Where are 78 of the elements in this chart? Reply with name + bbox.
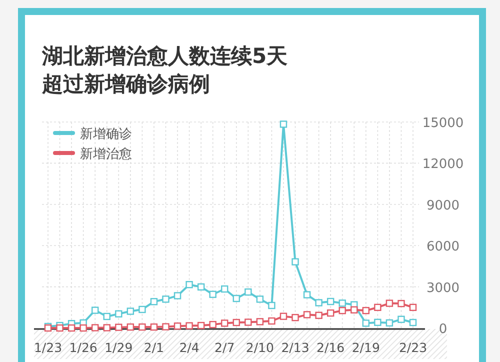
point [162, 296, 170, 303]
point [315, 312, 322, 319]
x-tick-label: 2/19 [352, 340, 380, 355]
y-tick-label: 12000 [422, 157, 464, 172]
point [186, 322, 193, 330]
point [56, 324, 64, 332]
point [244, 318, 252, 326]
x-tick-label: 2/4 [179, 340, 200, 355]
point [244, 288, 252, 296]
point [103, 312, 110, 320]
point [91, 324, 99, 332]
point [150, 323, 158, 331]
point [221, 320, 228, 327]
point [303, 311, 311, 318]
point [398, 316, 405, 323]
point [362, 306, 370, 314]
legend-label: 新增治愈 [80, 147, 132, 162]
point [409, 304, 417, 311]
point [350, 306, 358, 314]
point [326, 298, 334, 306]
point [338, 306, 346, 314]
x-tick-label: 2/7 [214, 340, 235, 355]
point [268, 317, 276, 325]
point [138, 306, 146, 314]
point [174, 322, 182, 330]
point [209, 290, 216, 298]
point [374, 318, 382, 326]
x-tick-label: 1/29 [104, 340, 133, 355]
point [386, 319, 394, 327]
x-tick-label: 2/13 [281, 340, 310, 355]
chart-title: 湖北新增治愈人数连续5天超过新增确诊病例 [42, 43, 289, 98]
point [362, 320, 370, 327]
point [126, 308, 134, 315]
point [256, 318, 264, 326]
point [162, 323, 170, 330]
point [256, 296, 264, 303]
point [115, 324, 122, 331]
point [138, 323, 146, 331]
y-tick-label: 6000 [426, 240, 460, 255]
point [303, 291, 311, 298]
x-tick-label: 1/26 [69, 340, 98, 355]
x-tick-label: 2/16 [316, 340, 345, 355]
point [115, 310, 122, 318]
point [209, 320, 216, 328]
point [398, 300, 405, 308]
point [386, 300, 394, 307]
y-tick-label: 3000 [426, 280, 460, 296]
point [197, 283, 205, 291]
x-tick-label: 2/23 [398, 340, 428, 355]
point [409, 318, 417, 326]
y-tick-label: 15000 [422, 116, 464, 131]
point [280, 312, 288, 320]
point [197, 322, 205, 330]
point [126, 323, 134, 331]
point [232, 294, 240, 302]
point [186, 281, 193, 288]
point [232, 318, 240, 326]
point [221, 285, 228, 293]
point [268, 302, 276, 310]
point [150, 298, 158, 306]
point [338, 300, 346, 307]
point [315, 299, 322, 306]
y-tick-label: 0 [438, 322, 448, 337]
point [68, 324, 76, 332]
point [280, 120, 288, 128]
legend-label: 新增确诊 [80, 127, 132, 142]
point [80, 324, 87, 332]
point [292, 314, 299, 322]
x-tick-label: 1/23 [34, 340, 62, 355]
point [292, 258, 299, 266]
point [174, 292, 182, 300]
point [103, 324, 110, 332]
y-tick-label: 9000 [426, 198, 460, 214]
point [374, 304, 382, 311]
x-tick-label: 2/10 [246, 340, 274, 355]
point [326, 309, 334, 317]
point [91, 306, 99, 314]
x-tick-label: 2/1 [144, 340, 164, 355]
